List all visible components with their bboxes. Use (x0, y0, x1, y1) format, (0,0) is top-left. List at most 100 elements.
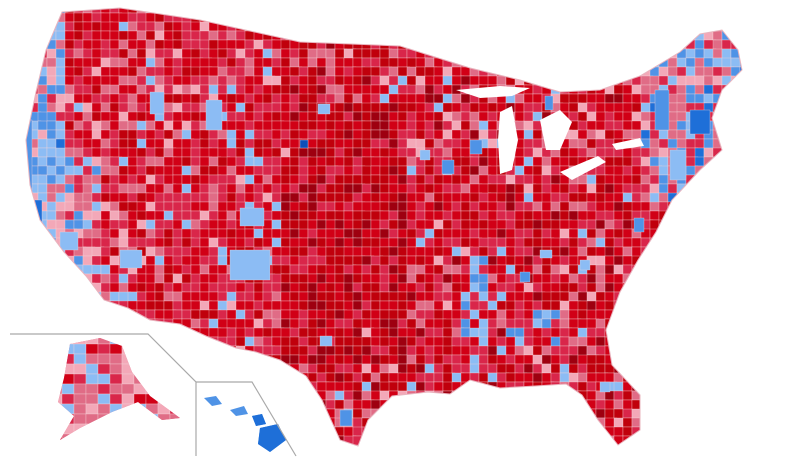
county-cell (100, 48, 111, 59)
county-cell (685, 336, 696, 350)
county-cell (613, 48, 624, 62)
county-cell (622, 120, 633, 131)
county-cell (298, 273, 309, 284)
county-cell (118, 309, 129, 320)
county-cell (244, 102, 255, 113)
county-cell (568, 21, 582, 32)
borough-cell (121, 403, 135, 415)
county-cell (352, 111, 363, 122)
county-cell (469, 282, 480, 293)
borough-cell (50, 444, 62, 454)
county-cell (352, 291, 363, 302)
county-cell (442, 237, 453, 248)
county-cell (694, 237, 708, 248)
county-cell (28, 372, 39, 386)
county-cell (343, 75, 354, 86)
borough-cell (58, 373, 63, 385)
county-cell (424, 282, 435, 293)
county-cell (316, 435, 327, 446)
county-cell (28, 30, 42, 41)
county-cell (541, 66, 552, 77)
county-cell (307, 417, 318, 428)
county-cell (64, 291, 75, 302)
county-cell (532, 318, 543, 329)
county-cell (451, 210, 462, 221)
county-cell (676, 57, 687, 68)
county-cell (514, 156, 525, 167)
county-cell (307, 309, 318, 320)
county-cell (415, 345, 426, 356)
county-cell (370, 75, 381, 86)
county-cell (595, 408, 606, 419)
county-cell (325, 48, 336, 59)
county-cell (37, 399, 48, 410)
county-cell (307, 8, 318, 17)
county-cell (352, 138, 363, 149)
county-cell (343, 219, 354, 230)
county-cell (145, 327, 156, 338)
county-cell (577, 147, 588, 158)
county-cell (208, 75, 219, 86)
county-cell (703, 444, 717, 446)
county-cell (136, 435, 147, 446)
county-cell (226, 417, 237, 428)
county-cell (55, 354, 66, 365)
county-cell (181, 417, 192, 428)
county-cell (739, 408, 742, 419)
county-cell (703, 426, 714, 437)
county-cell (271, 165, 282, 176)
county-cell (559, 399, 573, 410)
county-cell (712, 156, 723, 167)
county-cell (217, 84, 228, 95)
county-cell (640, 282, 651, 296)
county-cell (127, 327, 138, 338)
county-cell (613, 345, 624, 356)
county-cell (415, 408, 426, 419)
county-cell (703, 309, 714, 320)
borough-cell (182, 344, 194, 354)
county-cell (694, 192, 705, 203)
county-cell (145, 12, 156, 23)
county-cell (64, 309, 75, 320)
county-cell (118, 30, 129, 41)
borough-cell (58, 383, 63, 395)
county-cell (739, 300, 742, 311)
county-cell (190, 75, 201, 86)
county-cell (433, 201, 444, 212)
county-cell (37, 39, 48, 50)
county-cell (550, 345, 561, 356)
county-cell (523, 30, 537, 44)
county-cell (739, 84, 742, 98)
county-cell (649, 300, 660, 311)
county-cell (334, 156, 345, 167)
county-cell (586, 444, 600, 446)
county-cell (514, 57, 525, 68)
county-cell (352, 246, 363, 257)
county-cell (685, 372, 696, 386)
county-cell (26, 75, 30, 86)
county-cell (658, 264, 669, 278)
county-cell (406, 255, 417, 266)
county-cell (154, 228, 165, 239)
county-cell (712, 219, 726, 233)
county-cell (676, 192, 687, 203)
county-cell (208, 264, 219, 275)
county-cell (343, 138, 354, 149)
county-cell (514, 201, 525, 212)
county-cell (28, 219, 39, 230)
county-cell (136, 444, 147, 446)
county-cell (55, 291, 66, 302)
county-cell (262, 8, 276, 14)
county-cell (712, 12, 723, 26)
county-cell (712, 57, 723, 68)
county-cell (730, 399, 742, 410)
county-patch (229, 249, 271, 281)
county-cell (235, 93, 246, 104)
county-cell (64, 435, 75, 446)
county-cell (568, 255, 579, 266)
county-cell (613, 12, 624, 23)
county-cell (28, 8, 39, 14)
county-cell (694, 228, 705, 239)
county-cell (325, 120, 336, 131)
county-cell (262, 363, 276, 377)
